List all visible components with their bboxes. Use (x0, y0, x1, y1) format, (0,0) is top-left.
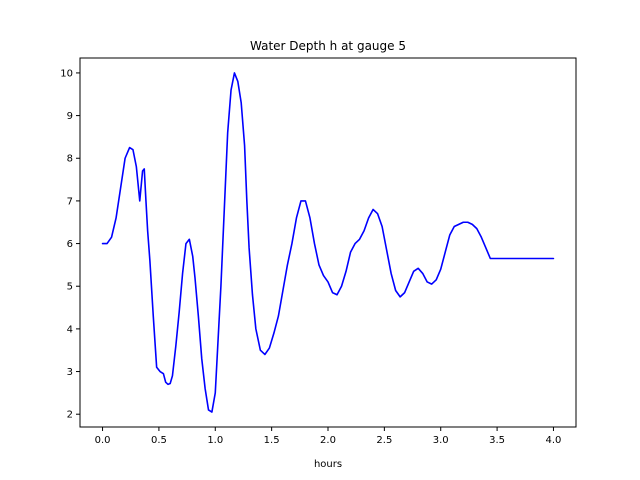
x-tick-label: 2.0 (320, 435, 336, 446)
x-tick-label: 3.0 (433, 435, 449, 446)
y-tick-label: 9 (67, 111, 73, 122)
x-tick-label: 0.5 (151, 435, 167, 446)
y-tick-label: 6 (67, 239, 73, 250)
y-axis-ticks: 2 3 4 5 6 7 8 9 10 (60, 68, 80, 421)
x-tick-label: 2.5 (376, 435, 392, 446)
y-tick-label: 2 (67, 410, 73, 421)
x-tick-label: 1.5 (264, 435, 280, 446)
y-tick-label: 4 (67, 324, 73, 335)
plot-area-frame (79, 57, 577, 428)
series-line-1 (101, 72, 555, 413)
y-tick-label: 8 (67, 154, 73, 165)
y-tick-label: 7 (67, 196, 73, 207)
x-axis-ticks: 0.0 0.5 1.0 1.5 2.0 2.5 3.0 3.5 4.0 (95, 427, 562, 446)
y-tick-label: 5 (67, 282, 73, 293)
x-tick-label: 3.5 (489, 435, 505, 446)
x-tick-label: 0.0 (95, 435, 111, 446)
chart-title: Water Depth h at gauge 5 (250, 39, 406, 53)
x-tick-label: 4.0 (546, 435, 562, 446)
x-tick-label: 1.0 (207, 435, 223, 446)
y-tick-label: 10 (60, 68, 73, 79)
y-tick-label: 3 (67, 367, 73, 378)
x-axis-label: hours (314, 459, 342, 470)
series-layer (101, 72, 555, 413)
